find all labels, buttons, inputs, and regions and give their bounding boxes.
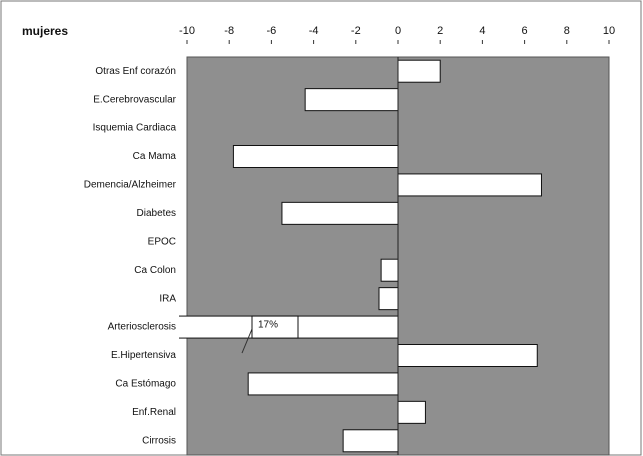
x-tick-label: 10 <box>603 25 615 37</box>
bar <box>378 287 399 311</box>
y-tick-label: Ca Estómago <box>115 379 176 390</box>
y-tick-label: Ca Mama <box>133 151 177 162</box>
x-tick-label: -8 <box>224 25 234 37</box>
y-tick-label: E.Cerebrovascular <box>93 94 176 105</box>
annotation: 17% <box>258 320 278 331</box>
x-tick-label: 4 <box>479 25 485 37</box>
y-tick-label: Ca Colon <box>134 265 176 276</box>
bar <box>397 400 426 424</box>
bar <box>397 173 542 197</box>
y-tick-label: Arteriosclerosis <box>108 322 176 333</box>
bar <box>380 258 399 282</box>
y-tick-label: Demencia/Alzheimer <box>84 180 177 191</box>
x-tick-label: -4 <box>309 25 319 37</box>
bar <box>247 372 399 396</box>
y-tick-label: Isquemia Cardiaca <box>93 123 177 134</box>
annotation-box <box>251 315 299 339</box>
chart-title: mujeres <box>22 24 68 38</box>
x-tick-label: 2 <box>437 25 443 37</box>
bar <box>281 201 399 225</box>
leader-line <box>241 328 253 354</box>
bar <box>397 59 441 83</box>
y-tick-label: Cirrosis <box>142 435 176 446</box>
x-tick-label: 8 <box>564 25 570 37</box>
y-tick-label: EPOC <box>148 236 176 247</box>
x-tick-label: 0 <box>395 25 401 37</box>
bar <box>232 145 399 168</box>
bar <box>397 344 538 367</box>
bar <box>342 429 399 453</box>
x-tick-label: -6 <box>267 25 277 37</box>
y-tick-label: E.Hipertensiva <box>111 350 176 361</box>
x-tick-label: -2 <box>351 25 361 37</box>
y-tick-label: Diabetes <box>137 208 176 219</box>
bar <box>304 88 399 112</box>
y-tick-label: IRA <box>159 293 176 304</box>
y-tick-label: Enf.Renal <box>132 407 176 418</box>
y-tick-label: Otras Enf corazón <box>95 66 176 77</box>
x-tick-label: -10 <box>179 25 195 37</box>
x-tick-label: 6 <box>522 25 528 37</box>
